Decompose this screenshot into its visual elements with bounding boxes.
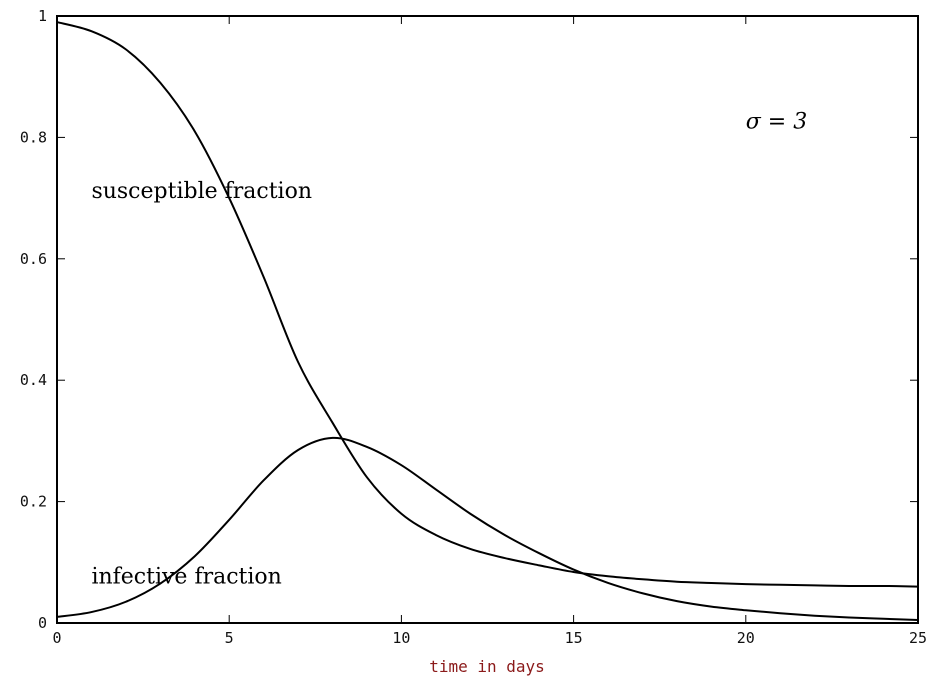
annotation-1: susceptible fraction <box>91 179 312 204</box>
x-tick-label: 10 <box>392 629 410 647</box>
x-tick-label: 0 <box>52 629 61 647</box>
x-axis-label: time in days <box>429 657 545 676</box>
y-tick-label: 0.6 <box>20 250 47 268</box>
annotation-3: σ = 3 <box>746 109 807 134</box>
y-tick-label: 0.4 <box>20 371 47 389</box>
x-tick-label: 5 <box>225 629 234 647</box>
x-tick-label: 15 <box>565 629 583 647</box>
y-tick-label: 0.8 <box>20 128 47 146</box>
annotations: susceptible fraction infective fraction σ … <box>91 109 807 589</box>
y-tick-label: 0 <box>38 614 47 632</box>
x-tick-label: 25 <box>909 629 927 647</box>
x-tick-label: 20 <box>737 629 755 647</box>
plot-frame <box>56 15 919 624</box>
y-axis-ticks: 0 0.2 0.4 0.6 0.8 1 <box>20 7 918 632</box>
series-line-2 <box>56 436 919 621</box>
series-group <box>56 21 919 621</box>
series-line-1 <box>56 21 919 588</box>
annotation-2: infective fraction <box>91 565 281 590</box>
y-tick-label: 1 <box>38 7 47 25</box>
y-tick-label: 0.2 <box>20 493 47 511</box>
x-axis-ticks: 0 5 10 15 20 25 <box>52 16 927 647</box>
